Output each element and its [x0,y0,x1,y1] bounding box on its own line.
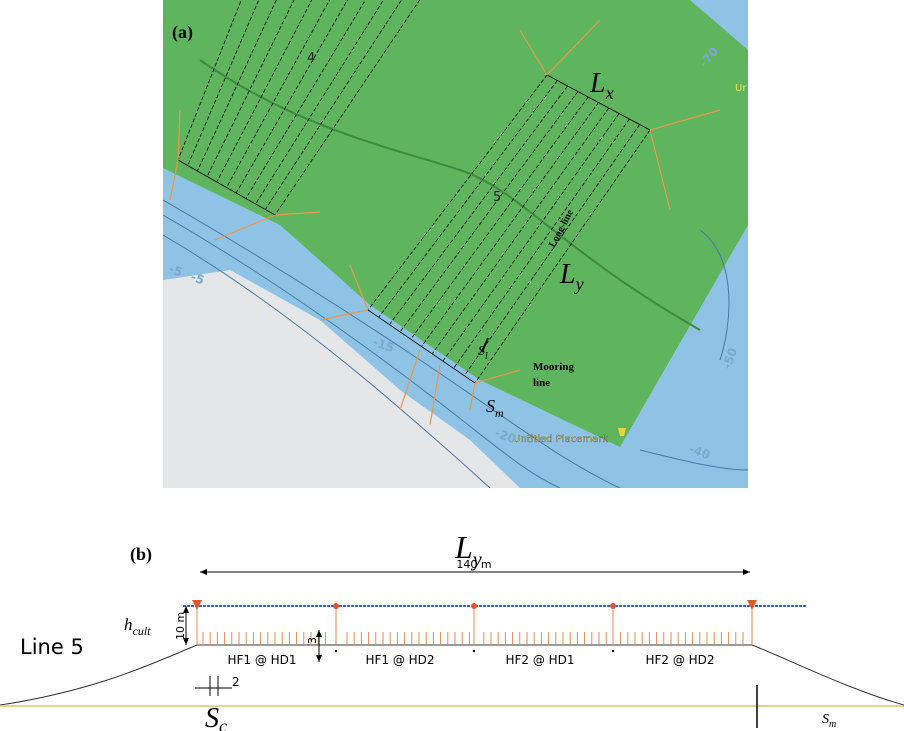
gap-label: 3 [306,637,319,644]
symbol: S [486,396,495,416]
panel-label: (a) [172,22,193,43]
weight [473,650,475,652]
section-label: HF1 @ HD2 [365,653,434,667]
map: (a) 4 5 Long-line Lx Ly Sl Mooring line … [163,0,748,488]
float [610,603,616,609]
panel-label: (b) [130,544,152,565]
buoys [192,600,757,652]
symbol: S [205,703,219,731]
symbol: S [478,344,485,359]
section-label: HF2 @ HD2 [645,653,714,667]
subscript: c [219,716,227,731]
farm-label: 5 [493,190,501,205]
float [333,603,339,609]
subscript: m [829,719,836,730]
weight [335,650,337,652]
edge-label: Ur [735,83,747,94]
figure: (a) 4 5 Long-line Lx Ly Sl Mooring line … [0,0,904,731]
placemark-label: Untitled Placemark [513,434,608,445]
mooring-label: line [533,377,550,389]
mooring-label: Mooring [533,361,574,373]
float [471,603,477,609]
symbol: S [822,712,829,727]
height-label: 10 m [174,612,187,640]
h-cult-label: hcult [124,615,151,638]
subscript: y [574,274,584,294]
sections: HF1 @ HD1 HF1 @ HD2 HF2 @ HD1 HF2 @ HD2 [227,653,714,667]
long-line [0,645,904,705]
symbol: L [559,259,576,290]
symbol: h [124,615,133,634]
panel-b: (b) Ly 140 m 10 m hcult 3 Line 5 HF1 @ H… [0,529,904,731]
section-label: HF1 @ HD1 [227,653,296,667]
sm-label: Sm [822,712,836,730]
length-label: 140 m [456,558,491,571]
subscript: x [605,83,614,103]
droppers [203,632,743,645]
weight [612,650,614,652]
subscript: l [485,351,488,362]
symbol: L [589,68,606,99]
subscript: cult [133,624,152,638]
section-label: HF2 @ HD1 [505,653,574,667]
subscript: m [495,406,504,420]
spacing-label: 2 [232,675,240,689]
sc-label: Sc [205,703,227,731]
line-name: Line 5 [20,635,84,659]
farm-label: 4 [307,51,315,66]
